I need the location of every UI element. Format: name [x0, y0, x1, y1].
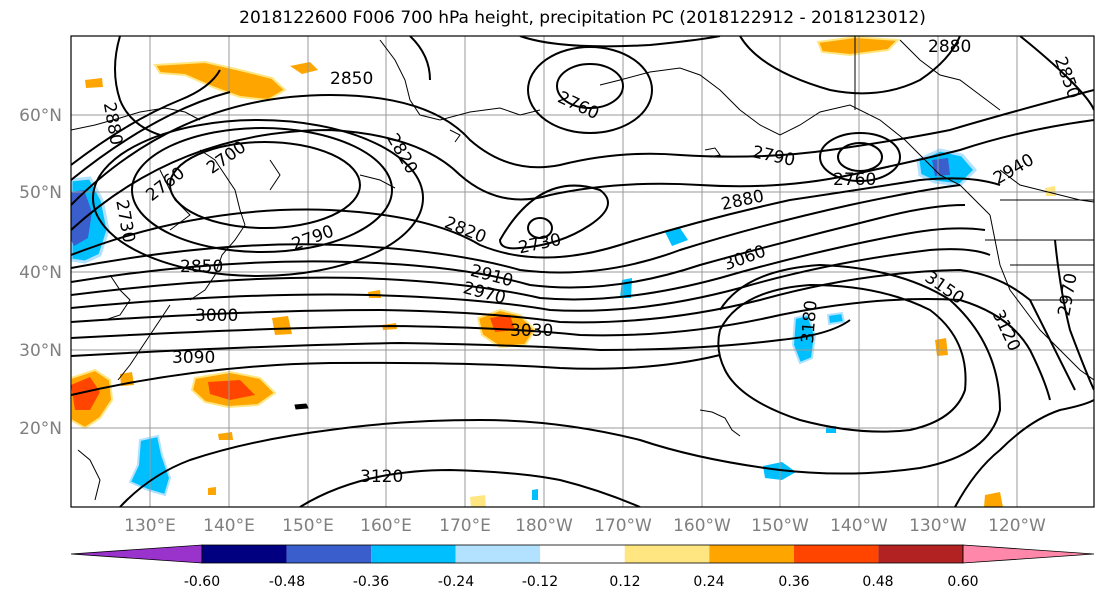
map-frame — [70, 35, 1095, 508]
height-contours — [71, 36, 1094, 507]
colorbar-segment — [70, 544, 203, 564]
colorbar-tick: -0.48 — [269, 574, 305, 590]
lat-label: 30°N — [19, 341, 62, 361]
colorbar-segment — [455, 545, 541, 563]
lon-label: 180°W — [515, 516, 573, 536]
map-title: 2018122600 F006 700 hPa height, precipit… — [239, 8, 926, 28]
lon-label: 160°E — [360, 516, 412, 536]
longitude-labels: 130°E 140°E 150°E 160°E 170°E 180°W 170°… — [124, 516, 1046, 536]
lat-label: 60°N — [19, 106, 62, 126]
colorbar-segment — [540, 545, 625, 563]
contour-label: 2760 — [833, 170, 876, 190]
contour-label: 3000 — [195, 306, 238, 326]
colorbar-segment — [202, 545, 287, 563]
lon-label: 140°E — [203, 516, 255, 536]
lon-label: 150°W — [751, 516, 809, 536]
lon-label: 130°E — [124, 516, 176, 536]
contour-label: 2850 — [180, 257, 223, 277]
colorbar-tick: 0.24 — [693, 574, 724, 590]
lon-label: 170°E — [439, 516, 491, 536]
colorbar-frame — [201, 544, 964, 564]
contour-label: 3090 — [172, 348, 215, 368]
colorbar-segment — [624, 545, 710, 563]
colorbar-segment — [793, 545, 879, 563]
lon-label: 120°W — [988, 516, 1046, 536]
lat-label: 40°N — [19, 263, 62, 283]
colorbar-segment — [286, 545, 372, 563]
contour-label: 3120 — [360, 467, 403, 487]
lat-label: 50°N — [19, 183, 62, 203]
lon-label: 170°W — [594, 516, 652, 536]
latitude-labels: 60°N 50°N 40°N 30°N 20°N — [19, 106, 62, 439]
lon-label: 130°W — [909, 516, 967, 536]
colorbar-tick: 0.36 — [778, 574, 809, 590]
colorbar-segment — [371, 545, 456, 563]
contour-label: 3030 — [510, 321, 553, 341]
colorbar — [70, 544, 1095, 564]
colorbar-segment — [709, 545, 794, 563]
lon-label: 140°W — [830, 516, 888, 536]
contour-label: 2850 — [330, 69, 373, 89]
lon-label: 150°E — [282, 516, 334, 536]
colorbar-tick: 0.48 — [862, 574, 893, 590]
precip-shading — [71, 36, 1056, 507]
colorbar-tick: -0.24 — [438, 574, 474, 590]
colorbar-tick: -0.60 — [184, 574, 220, 590]
colorbar-tick-labels: -0.60 -0.48 -0.36 -0.24 -0.12 0.12 0.24 … — [184, 574, 979, 590]
lon-label: 160°W — [673, 516, 731, 536]
colorbar-tick: 0.12 — [609, 574, 640, 590]
colorbar-tick: 0.60 — [947, 574, 978, 590]
lat-label: 20°N — [19, 419, 62, 439]
contour-label: 2880 — [928, 37, 971, 57]
coastlines — [71, 36, 1094, 501]
colorbar-segment — [962, 544, 1095, 564]
colorbar-tick: -0.12 — [522, 574, 558, 590]
contour-label: 3180 — [798, 299, 822, 344]
colorbar-segment — [878, 545, 963, 563]
colorbar-tick: -0.36 — [353, 574, 389, 590]
